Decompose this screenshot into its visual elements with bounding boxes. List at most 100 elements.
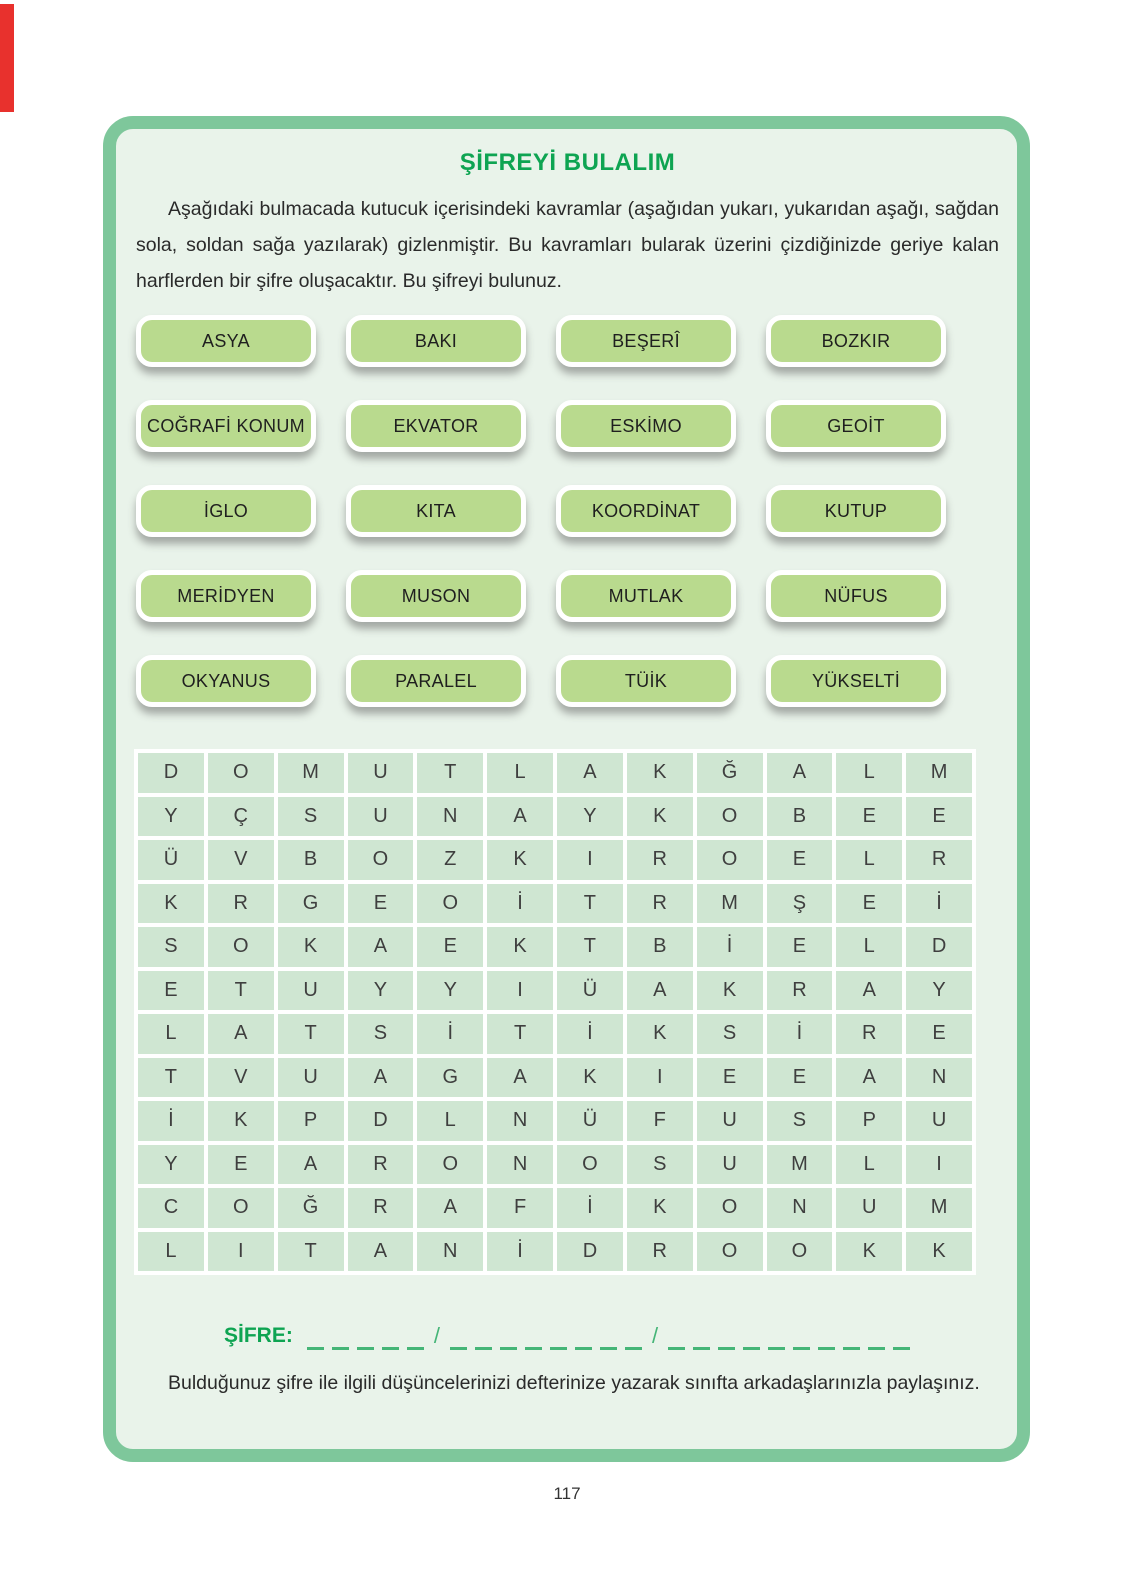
letter-cell: N	[766, 1188, 833, 1228]
letter-cell: T	[277, 1231, 344, 1271]
letter-cell: Y	[906, 970, 972, 1010]
letter-cell: R	[347, 1188, 414, 1228]
word-box: KOORDİNAT	[556, 485, 736, 537]
letter-cell: L	[138, 1231, 204, 1271]
letter-cell: B	[626, 927, 693, 967]
letter-cell: U	[836, 1188, 903, 1228]
letter-cell: M	[277, 753, 344, 793]
instructions-text: Aşağıdaki bulmacada kutucuk içerisindeki…	[136, 198, 999, 292]
cipher-blank	[549, 1347, 567, 1350]
letter-cell: İ	[487, 1231, 553, 1271]
letter-cell: R	[626, 840, 693, 880]
letter-cell: K	[138, 883, 204, 923]
letter-cell: A	[557, 753, 623, 793]
letter-cell: O	[417, 883, 484, 923]
letter-cell: A	[487, 796, 553, 836]
letter-cell: E	[766, 927, 833, 967]
letter-cell: O	[207, 1188, 274, 1228]
letter-cell: İ	[557, 1014, 623, 1054]
letter-cell: N	[417, 796, 484, 836]
cipher-blank	[499, 1347, 517, 1350]
cipher-blank	[843, 1347, 861, 1350]
word-box: BEŞERÎ	[556, 315, 736, 367]
letter-cell: E	[347, 883, 414, 923]
letter-cell: İ	[138, 1101, 204, 1141]
letter-cell: E	[906, 796, 972, 836]
letter-cell: İ	[906, 883, 972, 923]
letter-cell: Y	[417, 970, 484, 1010]
letter-cell: F	[626, 1101, 693, 1141]
letter-cell: L	[836, 840, 903, 880]
cipher-blank	[306, 1347, 324, 1350]
letter-cell: Ş	[766, 883, 833, 923]
letter-cell: Y	[138, 1144, 204, 1184]
letter-cell: K	[626, 796, 693, 836]
cipher-blank	[893, 1347, 911, 1350]
letter-cell: C	[138, 1188, 204, 1228]
letter-cell: I	[487, 970, 553, 1010]
letter-cell: B	[277, 840, 344, 880]
letter-cell: R	[207, 883, 274, 923]
cipher-blank	[331, 1347, 349, 1350]
letter-cell: A	[277, 1144, 344, 1184]
letter-cell: I	[207, 1231, 274, 1271]
cipher-blank	[668, 1347, 686, 1350]
word-box: MERİDYEN	[136, 570, 316, 622]
letter-cell: S	[347, 1014, 414, 1054]
letter-cell: A	[836, 970, 903, 1010]
letter-cell: T	[417, 753, 484, 793]
letter-cell: E	[696, 1057, 763, 1097]
cipher-blank	[818, 1347, 836, 1350]
letter-cell: K	[626, 1014, 693, 1054]
letter-cell: M	[906, 1188, 972, 1228]
word-box: YÜKSELTİ	[766, 655, 946, 707]
word-box: BAKI	[346, 315, 526, 367]
letter-cell: A	[347, 1057, 414, 1097]
letter-cell: M	[766, 1144, 833, 1184]
cipher-separator: /	[651, 1323, 659, 1348]
letter-cell: D	[557, 1231, 623, 1271]
letter-cell: A	[347, 927, 414, 967]
letter-cell: I	[557, 840, 623, 880]
letter-cell: R	[626, 1231, 693, 1271]
letter-cell: E	[766, 1057, 833, 1097]
footer-note: Bulduğunuz şifre ile ilgili düşüncelerin…	[168, 1372, 980, 1394]
letter-cell: V	[207, 840, 274, 880]
letter-cell: K	[487, 840, 553, 880]
cipher-blank	[718, 1347, 736, 1350]
word-box: PARALEL	[346, 655, 526, 707]
word-buttons: ASYA BAKI BEŞERÎ BOZKIR COĞRAFİ KONUM EKVATOR…	[136, 315, 999, 707]
letter-cell: E	[766, 840, 833, 880]
letter-cell: Y	[347, 970, 414, 1010]
page-title: ŞİFREYİ BULALIM	[459, 149, 676, 176]
letter-cell: O	[696, 840, 763, 880]
letter-cell: İ	[766, 1014, 833, 1054]
letter-cell: İ	[487, 883, 553, 923]
letter-cell: E	[417, 927, 484, 967]
cipher-blank	[406, 1347, 424, 1350]
letter-cell: E	[207, 1144, 274, 1184]
cipher-blank	[624, 1347, 642, 1350]
letter-cell: N	[417, 1231, 484, 1271]
letter-cell: O	[766, 1231, 833, 1271]
letter-cell: Y	[557, 796, 623, 836]
letter-cell: B	[766, 796, 833, 836]
letter-cell: E	[138, 970, 204, 1010]
letter-cell: O	[696, 1231, 763, 1271]
cipher-row: ŞİFRE: / /	[136, 1321, 999, 1351]
cipher-blank	[381, 1347, 399, 1350]
letter-cell: A	[417, 1188, 484, 1228]
letter-cell: L	[417, 1101, 484, 1141]
letter-cell: T	[557, 883, 623, 923]
cipher-blank	[524, 1347, 542, 1350]
letter-cell: A	[766, 753, 833, 793]
letter-cell: N	[487, 1144, 553, 1184]
cipher-blank	[599, 1347, 617, 1350]
letter-cell: O	[417, 1144, 484, 1184]
letter-cell: D	[138, 753, 204, 793]
cipher-blank	[474, 1347, 492, 1350]
letter-cell: Ç	[207, 796, 274, 836]
letter-cell: I	[626, 1057, 693, 1097]
word-box: NÜFUS	[766, 570, 946, 622]
cipher-blanks: / /	[303, 1323, 914, 1350]
